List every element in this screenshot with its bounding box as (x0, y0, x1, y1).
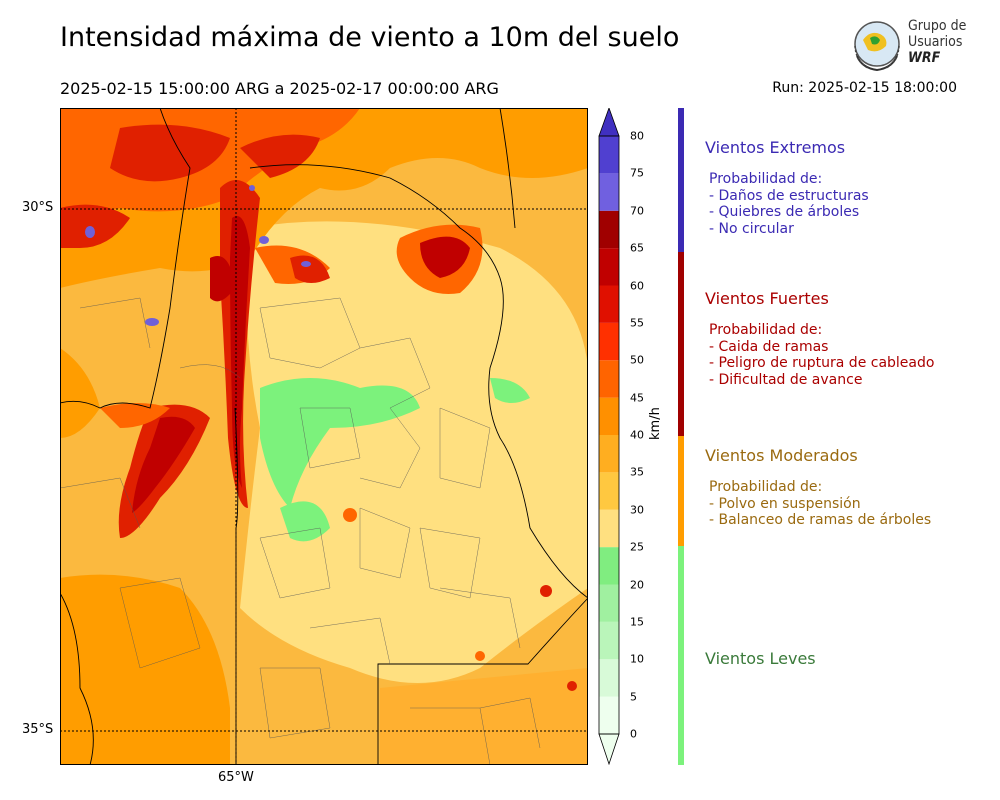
category-line: Probabilidad de: (709, 479, 823, 495)
colorbar-tick-label: 15 (630, 615, 644, 629)
colorbar-tick-label: 75 (630, 166, 644, 180)
colorbar-tick-label: 60 (630, 279, 644, 292)
colorbar-tick-label: 70 (630, 204, 644, 218)
colorbar-tick-label: 45 (630, 391, 644, 405)
lat-label-35s: 35°S (22, 722, 54, 737)
category-line: Probabilidad de: (709, 171, 823, 187)
category-description: Probabilidad de: - Daños de estructuras - … (709, 171, 869, 237)
logo-line-1: Grupo de (908, 18, 967, 34)
colorbar-bin (599, 248, 619, 286)
colorbar-tick-label: 20 (630, 578, 644, 591)
category-bar (678, 436, 684, 546)
colorbar-bin (599, 509, 619, 548)
colorbar-unit: km/h (648, 407, 663, 440)
colorbar-tick-label: 35 (630, 465, 644, 479)
colorbar-bin (599, 435, 619, 473)
category-bar (678, 546, 684, 765)
colorbar-tick-label: 65 (630, 241, 644, 255)
category-description: Probabilidad de: - Caida de ramas - Peligr… (709, 322, 934, 388)
wrf-logo: Grupo de Usuarios WRF (848, 16, 978, 74)
colorbar-bin (599, 285, 619, 323)
page-title: Intensidad máxima de viento a 10m del su… (60, 22, 680, 53)
colorbar-tick-label: 50 (630, 353, 644, 367)
colorbar-tick-label: 10 (630, 652, 644, 666)
colorbar-bin (599, 547, 619, 585)
logo-line-3: WRF (908, 50, 941, 66)
colorbar-bin (599, 472, 619, 510)
colorbar-bin (599, 210, 619, 249)
category-line: - Polvo en suspensión (709, 495, 861, 512)
colorbar-bin (599, 584, 619, 622)
colorbar-tick-label: 5 (630, 690, 637, 704)
colorbar-bin (599, 696, 619, 734)
category-line: - Caida de ramas (709, 338, 829, 355)
colorbar-tick-label: 25 (630, 540, 644, 554)
colorbar (598, 108, 620, 765)
category-line: - Peligro de ruptura de cableado (709, 355, 935, 371)
category-title: Vientos Extremos (705, 138, 846, 157)
category-bar (678, 108, 684, 252)
wind-map (60, 108, 588, 765)
colorbar-bin (599, 360, 619, 398)
globe-icon (854, 21, 900, 72)
category-title: Vientos Fuertes (705, 289, 829, 308)
colorbar-bin (599, 397, 619, 435)
colorbar-tick-label: 0 (630, 727, 637, 741)
wind-field (60, 108, 588, 765)
colorbar-tick-label: 40 (630, 428, 644, 442)
category-title: Vientos Moderados (705, 446, 858, 465)
lat-label-30s: 30°S (22, 200, 54, 215)
colorbar-tick-label: 30 (630, 503, 644, 517)
category-title: Vientos Leves (705, 649, 816, 668)
category-line: - Quiebres de árboles (709, 204, 860, 220)
category-description: Probabilidad de: - Polvo en suspensión - B… (709, 479, 931, 529)
lon-label-65w: 65°W (218, 770, 254, 785)
category-bar (678, 252, 684, 436)
logo-line-2: Usuarios (908, 34, 963, 50)
colorbar-bin (599, 173, 619, 211)
category-line: Probabilidad de: (709, 322, 823, 338)
colorbar-tick-label: 80 (630, 129, 644, 143)
run-time: Run: 2025-02-15 18:00:00 (772, 80, 957, 96)
colorbar-bin (599, 621, 619, 660)
colorbar-bin (599, 322, 619, 361)
colorbar-bin (599, 659, 619, 697)
category-line: - No circular (709, 220, 794, 237)
category-line: - Balanceo de ramas de árboles (709, 512, 932, 528)
valid-period: 2025-02-15 15:00:00 ARG a 2025-02-17 00:… (60, 79, 499, 98)
colorbar-bin (599, 136, 619, 174)
colorbar-tick-label: 55 (630, 316, 644, 330)
category-line: - Daños de estructuras (709, 187, 869, 204)
category-line: - Dificultad de avance (709, 371, 863, 388)
